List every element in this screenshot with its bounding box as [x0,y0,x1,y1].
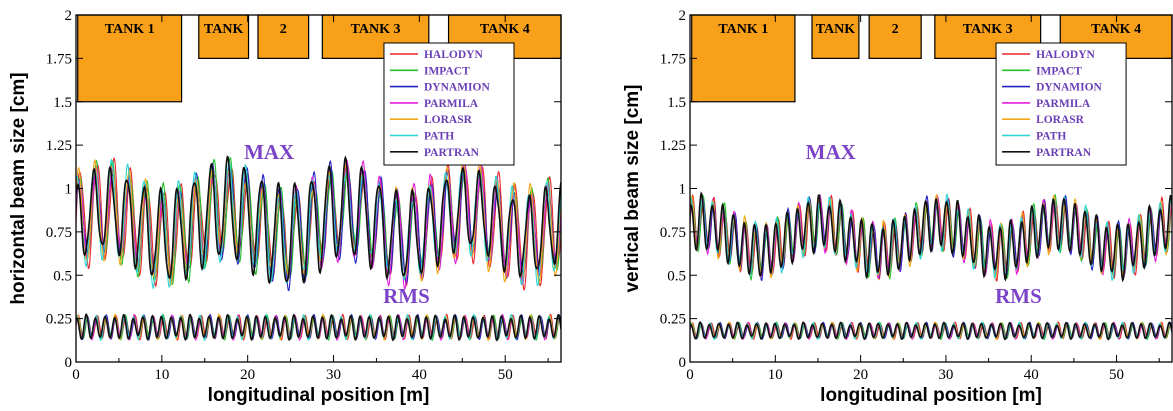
tank-box [691,14,796,103]
x-tick-label: 20 [853,367,868,383]
series-line-partran-rms [690,321,1172,341]
x-tick-label: 10 [768,367,783,383]
legend-entry: HALODYN [424,49,483,61]
legend-entry: IMPACT [1036,65,1082,77]
x-tick-label: 0 [72,367,80,383]
tank-label: 2 [280,22,287,37]
tank-label: TANK 3 [351,22,401,37]
legend-entry: DYNAMION [424,82,490,94]
beam-curves [690,191,1172,341]
y-axis-title: horizontal beam size [cm] [8,72,29,304]
y-tick-label: 1.5 [53,95,72,111]
tank-label: TANK [204,22,244,37]
tank-box [198,14,250,59]
legend-entry: LORASR [1036,114,1085,126]
y-tick-label: 1.75 [660,51,686,67]
annotation-max: MAX [244,140,294,164]
x-tick-label: 30 [938,367,953,383]
legend-entry: DYNAMION [1036,82,1102,94]
y-tick-label: 1.25 [660,138,686,154]
legend-entry: HALODYN [1036,49,1095,61]
legend-entry: PARTRAN [424,147,480,159]
tank-box [811,14,860,59]
x-axis-title: longitudinal position [m] [820,385,1042,406]
x-tick-label: 40 [412,367,427,383]
series-line-partran-max [690,191,1172,283]
tank-label: TANK 1 [718,22,768,37]
y-axis-title: vertical beam size [cm] [622,84,643,292]
x-tick-label: 10 [154,367,169,383]
series-line-partran-rms [76,312,561,342]
legend-entry: PATH [424,131,454,143]
legend-entry: PARTRAN [1036,147,1092,159]
y-tick-label: 1 [65,182,73,198]
x-tick-label: 50 [498,367,513,383]
legend-entry: IMPACT [424,65,470,77]
tank-label: TANK [816,22,856,37]
series-line-partran-max [76,155,561,285]
legend-entry: PARMILA [1036,98,1091,110]
x-axis-title: longitudinal position [m] [208,385,430,406]
x-tick-label: 0 [686,367,694,383]
legend-entry: LORASR [424,114,473,126]
y-tick-label: 0 [679,355,687,371]
y-tick-label: 0.25 [660,312,686,328]
x-tick-label: 40 [1024,367,1039,383]
chart-panel-1: TANK 1 TANK 2 TANK 3 TANK 4 HALODYN IMPACT DYNA… [8,8,562,406]
x-tick-label: 20 [240,367,255,383]
legend-entry: PATH [1036,131,1066,143]
chart-panel-2: TANK 1 TANK 2 TANK 3 TANK 4 HALODYN IMPACT DYNA… [622,8,1173,406]
tank-label: TANK 4 [480,22,530,37]
y-tick-label: 1.75 [46,51,72,67]
tank-label: 2 [892,22,899,37]
tank-label: TANK 1 [105,22,155,37]
legend-box [995,42,1127,166]
annotation-rms: RMS [995,284,1042,308]
y-tick-label: 1.25 [46,138,72,154]
tank-label: TANK 4 [1091,22,1141,37]
y-tick-label: 0.75 [46,225,72,241]
y-tick-label: 0.25 [46,312,72,328]
y-tick-label: 0.5 [667,268,686,284]
y-tick-label: 2 [679,8,687,24]
legend-entry: PARMILA [424,98,479,110]
y-tick-label: 0.75 [660,225,686,241]
y-tick-label: 2 [65,8,73,24]
y-tick-label: 1.5 [667,95,686,111]
x-tick-label: 50 [1109,367,1124,383]
tank-box [868,14,922,59]
tank-box [77,14,183,103]
beam-curves [76,155,561,342]
x-tick-label: 30 [326,367,341,383]
annotation-max: MAX [806,140,856,164]
y-tick-label: 0.5 [53,268,72,284]
annotation-rms: RMS [383,284,430,308]
y-tick-label: 1 [679,182,687,198]
legend-box [383,42,515,166]
tank-label: TANK 3 [963,22,1013,37]
y-tick-label: 0 [65,355,73,371]
